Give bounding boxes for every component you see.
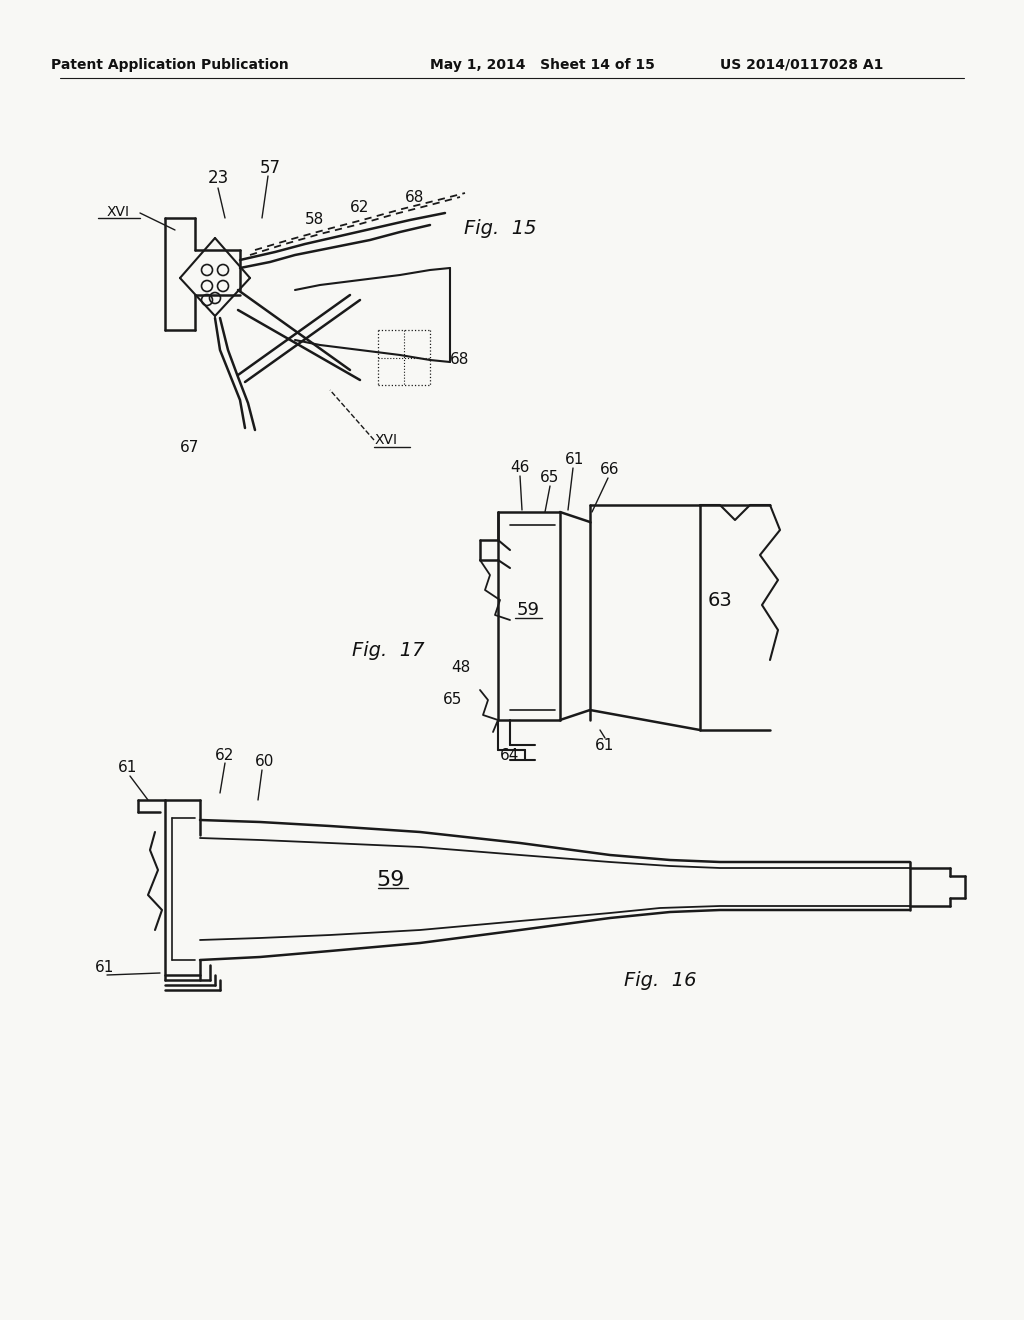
Text: 61: 61: [595, 738, 614, 752]
Text: 67: 67: [180, 441, 200, 455]
Text: 58: 58: [305, 213, 325, 227]
Text: 63: 63: [708, 590, 732, 610]
Text: 66: 66: [600, 462, 620, 478]
Text: 68: 68: [406, 190, 425, 206]
Text: 61: 61: [95, 961, 115, 975]
Text: 57: 57: [259, 158, 281, 177]
Text: 48: 48: [451, 660, 470, 676]
Text: May 1, 2014   Sheet 14 of 15: May 1, 2014 Sheet 14 of 15: [430, 58, 655, 73]
Text: Fig.  17: Fig. 17: [352, 640, 424, 660]
Text: Fig.  15: Fig. 15: [464, 219, 537, 238]
Text: US 2014/0117028 A1: US 2014/0117028 A1: [720, 58, 884, 73]
Text: 68: 68: [450, 352, 469, 367]
Text: 60: 60: [255, 755, 274, 770]
Text: 64: 64: [501, 747, 520, 763]
Text: 46: 46: [510, 461, 529, 475]
Text: 61: 61: [565, 453, 585, 467]
Text: 59: 59: [376, 870, 404, 890]
Text: 62: 62: [215, 747, 234, 763]
Text: Fig.  16: Fig. 16: [624, 970, 696, 990]
Text: 65: 65: [442, 693, 462, 708]
Text: 65: 65: [541, 470, 560, 486]
Text: Patent Application Publication: Patent Application Publication: [51, 58, 289, 73]
Text: 61: 61: [118, 760, 137, 776]
Text: 59: 59: [516, 601, 540, 619]
Text: XVI: XVI: [106, 205, 129, 219]
Text: 23: 23: [208, 169, 228, 187]
Text: 62: 62: [350, 201, 370, 215]
Text: XVI: XVI: [375, 433, 398, 447]
